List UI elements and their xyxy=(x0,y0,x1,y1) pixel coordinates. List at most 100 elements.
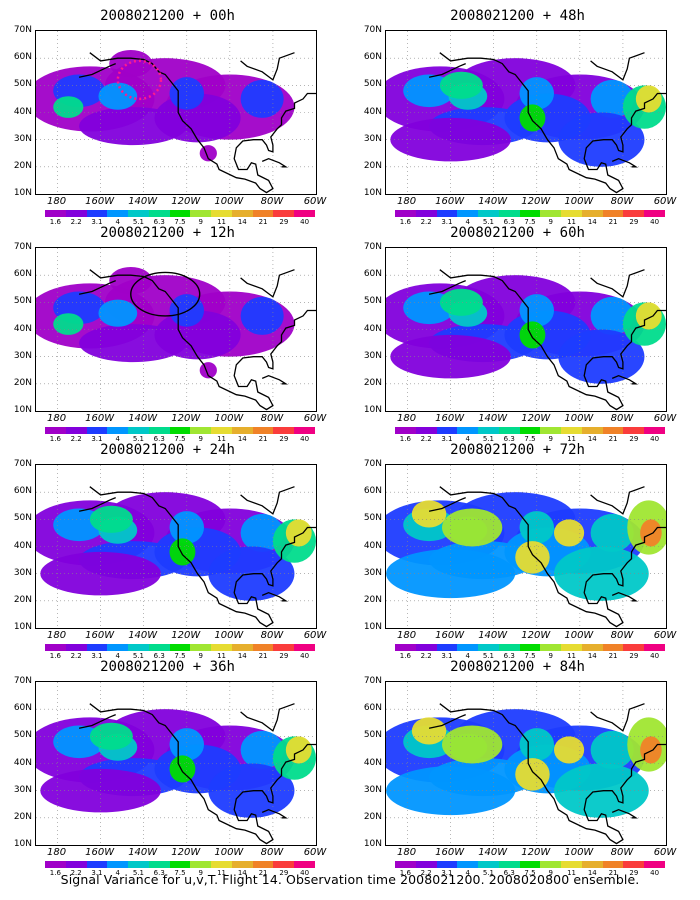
colorbar-swatch xyxy=(436,861,458,868)
map-panel: 2008021200 + 12h 70N 60N 50N 40N 30N 20N 10N 180… xyxy=(0,225,335,443)
coastline xyxy=(78,713,116,729)
variance-contour xyxy=(519,104,546,132)
coastline xyxy=(590,52,645,81)
colorbar-label: 21 xyxy=(608,218,618,226)
colorbar-label: 5.1 xyxy=(482,218,495,226)
lon-tick-label: 60W xyxy=(303,847,327,858)
map-panel: 2008021200 + 00h 70N 60N 50N 40N 30N 20N 10N 180… xyxy=(0,8,335,226)
lon-tick-label: 140W xyxy=(128,413,158,424)
colorbar-label: 4 xyxy=(465,652,470,660)
colorbar-swatch xyxy=(415,644,437,651)
coastline xyxy=(89,269,316,411)
colorbar-label: 1.6 xyxy=(49,218,61,226)
lon-tick-label: 180 xyxy=(46,847,67,858)
panel-title: 2008021200 + 48h xyxy=(450,8,585,24)
colorbar-swatch xyxy=(294,427,315,434)
colorbar-swatch xyxy=(107,861,129,868)
map-canvas xyxy=(36,465,316,628)
colorbar-label: 5.1 xyxy=(132,652,145,660)
variance-contour xyxy=(519,294,554,327)
colorbar-swatch xyxy=(436,210,458,217)
colorbar-swatch xyxy=(602,427,624,434)
coastline xyxy=(611,808,639,819)
colorbar-label: 4 xyxy=(115,218,120,226)
coastline xyxy=(428,713,466,729)
coastline xyxy=(261,157,289,168)
lat-tick-label: 70N xyxy=(13,676,32,686)
colorbar-swatch xyxy=(148,210,170,217)
variance-contour xyxy=(98,82,138,110)
colorbar-swatch xyxy=(602,861,624,868)
colorbar-label: 14 xyxy=(237,652,247,660)
colorbar-swatch xyxy=(128,427,149,434)
colorbar-swatch xyxy=(581,861,603,868)
colorbar-swatch xyxy=(581,210,603,217)
map-canvas xyxy=(36,682,316,845)
colorbar-label: 2.2 xyxy=(70,435,82,443)
lon-tick-label: 160W xyxy=(435,630,465,641)
lat-tick-label: 60N xyxy=(363,486,382,497)
colorbar-label: 3.1 xyxy=(91,652,103,660)
lat-tick-label: 30N xyxy=(13,567,32,578)
colorbar-swatch xyxy=(519,427,541,434)
colorbar-swatch xyxy=(107,644,129,651)
variance-map xyxy=(35,464,317,629)
colorbar-swatch xyxy=(644,427,665,434)
variance-map xyxy=(385,247,667,412)
colorbar-label: 29 xyxy=(629,435,639,443)
lon-tick-label: 120W xyxy=(171,630,201,641)
map-canvas xyxy=(386,682,666,845)
colorbar-swatch xyxy=(561,427,582,434)
variance-contour xyxy=(635,85,662,113)
colorbar-swatch xyxy=(415,861,437,868)
colorbar-swatch xyxy=(148,644,170,651)
colorbar-label: 9 xyxy=(548,435,553,443)
variance-contour xyxy=(590,730,634,769)
lat-tick-label: 30N xyxy=(363,133,382,144)
lon-tick-label: 60W xyxy=(653,847,677,858)
colorbar-label: 4 xyxy=(465,869,470,877)
colorbar-swatch xyxy=(623,644,645,651)
colorbar-swatch xyxy=(561,644,582,651)
colorbar-label: 21 xyxy=(258,652,268,660)
lon-tick-label: 120W xyxy=(521,630,551,641)
colorbar-label: 7.5 xyxy=(524,652,536,660)
variance-contour xyxy=(590,513,634,552)
map-panel: 2008021200 + 84h 70N 60N 50N 40N 30N 20N 10N 180… xyxy=(350,659,685,877)
colorbar-swatch xyxy=(540,644,562,651)
colorbar-swatch xyxy=(65,427,87,434)
lat-tick-label: 20N xyxy=(13,377,32,388)
map-panel: 2008021200 + 72h 70N 60N 50N 40N 30N 20N 10N 180… xyxy=(350,442,685,660)
colorbar-label: 11 xyxy=(217,869,226,877)
colorbar-label: 21 xyxy=(608,652,618,660)
colorbar-swatch xyxy=(540,861,562,868)
coastline xyxy=(89,486,316,628)
colorbar-swatch xyxy=(395,427,416,434)
colorbar-swatch xyxy=(519,644,541,651)
colorbar-swatch xyxy=(498,644,520,651)
variance-contour xyxy=(240,730,284,769)
coastline xyxy=(590,269,645,298)
variance-contour xyxy=(442,508,503,547)
lon-tick-label: 160W xyxy=(435,413,465,424)
lon-tick-label: 180 xyxy=(46,630,67,641)
coastline xyxy=(89,52,316,194)
lat-tick-label: 10N xyxy=(13,839,32,849)
colorbar-label: 7.5 xyxy=(174,435,186,443)
colorbar-label: 3.1 xyxy=(91,869,103,877)
colorbar-swatch xyxy=(231,861,253,868)
lat-tick-label: 70N xyxy=(13,25,32,35)
colorbar-swatch xyxy=(231,210,253,217)
colorbar-label: 2.2 xyxy=(420,218,432,226)
colorbar-swatch xyxy=(86,861,108,868)
colorbar-swatch xyxy=(273,210,295,217)
colorbar-swatch xyxy=(602,644,624,651)
colorbar-swatch xyxy=(478,861,499,868)
panel-title: 2008021200 + 84h xyxy=(450,659,585,675)
colorbar-label: 11 xyxy=(217,435,226,443)
panel-title: 2008021200 + 00h xyxy=(100,8,235,24)
variance-contour xyxy=(519,321,546,349)
colorbar-label: 6.3 xyxy=(503,218,515,226)
lat-tick-label: 40N xyxy=(363,106,382,117)
variance-contour xyxy=(439,71,483,99)
